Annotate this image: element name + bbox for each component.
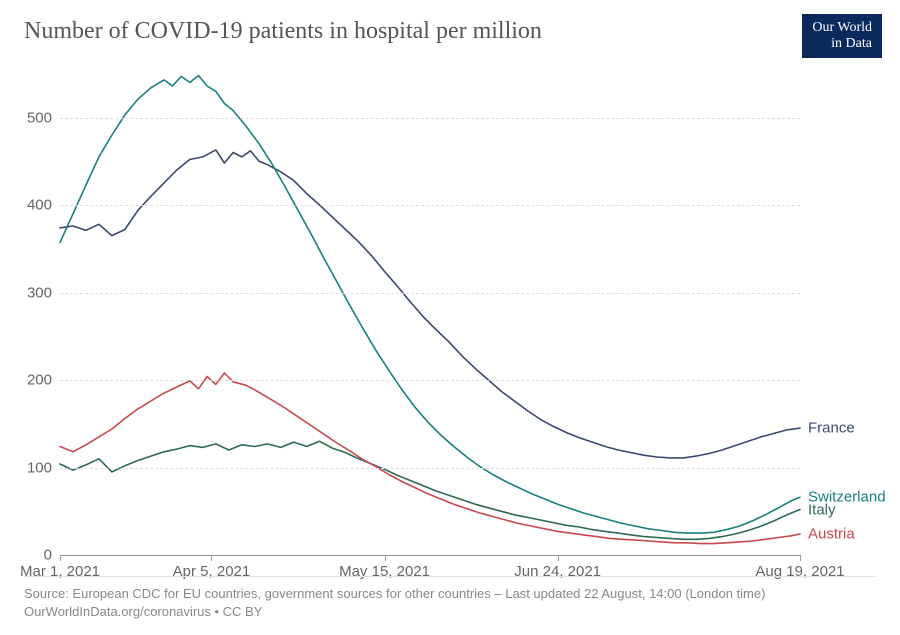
x-tick-mark <box>60 555 61 561</box>
series-line-austria <box>60 373 800 544</box>
gridline <box>60 118 800 119</box>
y-tick-label: 200 <box>27 372 52 389</box>
series-label-france: France <box>808 420 855 437</box>
owid-logo: Our World in Data <box>802 14 882 58</box>
y-tick-label: 0 <box>44 547 52 564</box>
gridline <box>60 293 800 294</box>
footer-attribution: OurWorldInData.org/coronavirus • CC BY <box>24 603 876 621</box>
gridline <box>60 205 800 206</box>
series-line-switzerland <box>60 76 800 534</box>
x-tick-mark <box>385 555 386 561</box>
y-tick-label: 300 <box>27 284 52 301</box>
gridline <box>60 468 800 469</box>
line-chart-svg <box>60 65 800 555</box>
logo-line-2: in Data <box>812 36 872 52</box>
logo-line-1: Our World <box>812 20 872 36</box>
x-axis-line <box>60 555 800 556</box>
x-tick-mark <box>558 555 559 561</box>
y-tick-label: 100 <box>27 459 52 476</box>
chart-footer: Source: European CDC for EU countries, g… <box>24 576 876 621</box>
y-tick-label: 500 <box>27 109 52 126</box>
chart-title: Number of COVID-19 patients in hospital … <box>24 18 542 45</box>
plot-area: 0100200300400500Mar 1, 2021Apr 5, 2021Ma… <box>60 65 800 555</box>
series-line-italy <box>60 441 800 539</box>
series-line-france <box>60 150 800 458</box>
footer-source: Source: European CDC for EU countries, g… <box>24 585 876 603</box>
x-tick-mark <box>800 555 801 561</box>
x-tick-mark <box>211 555 212 561</box>
series-label-italy: Italy <box>808 501 836 518</box>
chart-container: Number of COVID-19 patients in hospital … <box>0 0 900 635</box>
series-label-austria: Austria <box>808 526 855 543</box>
gridline <box>60 380 800 381</box>
y-tick-label: 400 <box>27 197 52 214</box>
